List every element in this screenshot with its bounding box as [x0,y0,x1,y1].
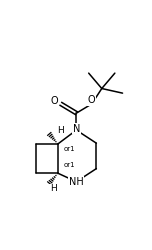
Text: O: O [51,96,59,106]
Text: O: O [88,95,96,105]
Text: H: H [50,184,57,193]
Text: N: N [73,124,80,134]
Text: NH: NH [69,177,84,187]
Text: H: H [57,126,64,134]
Text: or1: or1 [63,162,75,168]
Text: or1: or1 [63,146,75,152]
